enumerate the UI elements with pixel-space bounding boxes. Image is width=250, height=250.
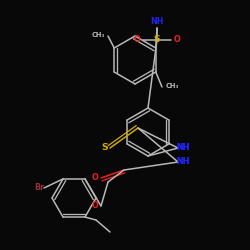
Text: NH: NH bbox=[176, 142, 190, 152]
Text: S: S bbox=[102, 142, 108, 152]
Text: NH: NH bbox=[176, 142, 190, 152]
Text: O: O bbox=[174, 36, 180, 44]
Text: CH₃: CH₃ bbox=[165, 83, 179, 89]
Text: O: O bbox=[134, 36, 140, 44]
Text: Br: Br bbox=[34, 182, 44, 192]
Text: O: O bbox=[92, 172, 98, 182]
Text: NH: NH bbox=[176, 142, 190, 152]
Text: O: O bbox=[92, 200, 98, 209]
Text: NH: NH bbox=[150, 16, 164, 26]
Text: NH: NH bbox=[176, 156, 190, 166]
Text: NH: NH bbox=[176, 156, 190, 166]
Text: S: S bbox=[154, 36, 160, 44]
Text: CH₃: CH₃ bbox=[91, 32, 105, 38]
